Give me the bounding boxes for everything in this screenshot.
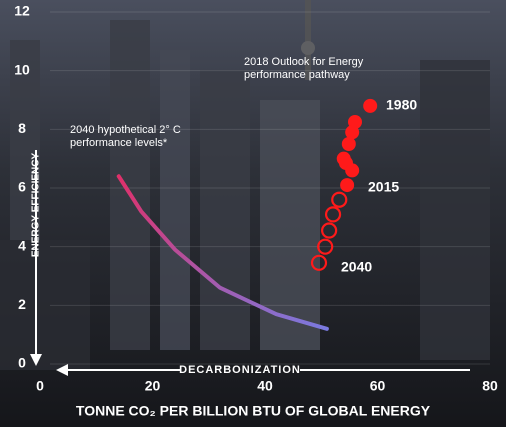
y-tick-label: 4	[18, 237, 26, 253]
y-tick-label: 8	[18, 120, 26, 136]
x-axis-label: TONNE CO₂ PER BILLION BTU OF GLOBAL ENER…	[76, 403, 431, 419]
x-tick-label: 60	[370, 378, 386, 394]
x-arrow-label-bg	[180, 362, 300, 378]
x-arrow-label: DECARBONIZATION	[179, 364, 301, 376]
point	[310, 254, 328, 271]
curve-line	[116, 174, 329, 331]
point	[363, 98, 378, 113]
annotation: 2015	[368, 179, 399, 195]
x-arrow-head	[56, 364, 68, 376]
point	[340, 178, 355, 193]
point	[331, 191, 348, 208]
x-tick-label: 20	[145, 378, 161, 394]
x-tick-label: 40	[257, 378, 273, 394]
y-axis-label: ENERGY EFFICIENCY	[31, 153, 42, 258]
y-tick-label: 12	[14, 3, 30, 19]
x-tick-label: 0	[36, 378, 44, 394]
point	[345, 163, 360, 178]
point	[324, 206, 342, 223]
point	[341, 137, 356, 151]
annotation: 1980	[386, 97, 417, 113]
y-tick-label: 10	[14, 61, 30, 77]
series-label: 2018 Outlook for Energy performance pathw…	[244, 56, 364, 81]
annotation: 2040	[341, 259, 372, 275]
y-arrow-head	[30, 354, 42, 366]
point	[321, 222, 338, 239]
y-tick-label: 0	[18, 355, 26, 371]
point	[345, 125, 360, 140]
point	[317, 238, 334, 255]
y-tick-label: 2	[18, 296, 26, 312]
x-tick-label: 80	[482, 378, 498, 394]
y-tick-label: 6	[18, 179, 26, 195]
